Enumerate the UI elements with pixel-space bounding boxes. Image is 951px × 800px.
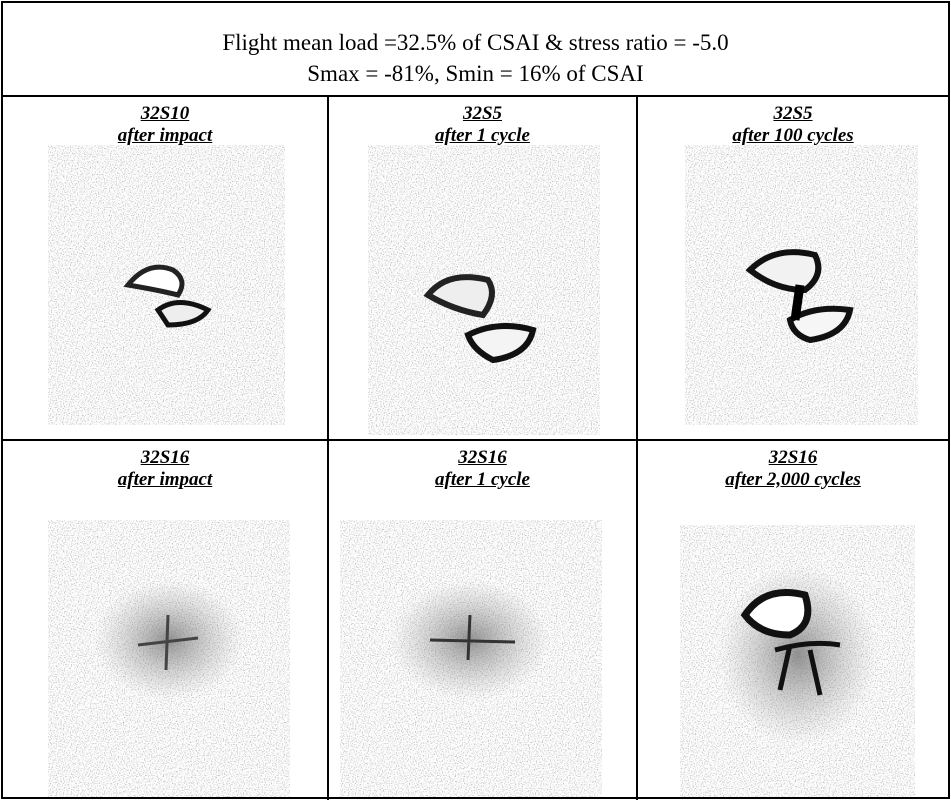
condition-label: after 100 cycles xyxy=(732,125,854,146)
condition-label: after 1 cycle xyxy=(435,469,530,490)
condition-label: after impact xyxy=(117,125,213,146)
c-scan-image xyxy=(340,520,602,797)
c-scan-image xyxy=(368,145,600,435)
image-cell: 32S10 after impact xyxy=(2,97,328,146)
condition-label: after impact xyxy=(117,469,213,490)
specimen-label: 32S5 xyxy=(462,103,503,124)
specimen-label: 32S5 xyxy=(773,103,813,124)
c-scan-image xyxy=(685,145,918,425)
specimen-label: 32S10 xyxy=(140,103,190,124)
image-cell: 32S5 after 100 cycles xyxy=(638,97,948,146)
condition-label: after 1 cycle xyxy=(435,125,530,146)
header-line: Smax = -81%, Smin = 16% of CSAI xyxy=(307,61,644,86)
image-cell: 32S16 after 2,000 cycles xyxy=(638,441,948,490)
image-cell: 32S5 after 1 cycle xyxy=(329,97,636,146)
image-cell: 32S16 after impact xyxy=(2,441,328,490)
header-line: Flight mean load =32.5% of CSAI & stress… xyxy=(222,30,729,55)
rule xyxy=(1,439,950,441)
image-cell: 32S16 after 1 cycle xyxy=(329,441,636,490)
specimen-label: 32S16 xyxy=(458,447,507,468)
c-scan-image xyxy=(680,525,915,797)
specimen-label: 32S16 xyxy=(140,447,190,468)
rule xyxy=(1,95,950,97)
c-scan-image xyxy=(48,520,290,797)
c-scan-image xyxy=(48,145,285,425)
condition-label: after 2,000 cycles xyxy=(725,469,861,490)
specimen-label: 32S16 xyxy=(768,447,818,468)
